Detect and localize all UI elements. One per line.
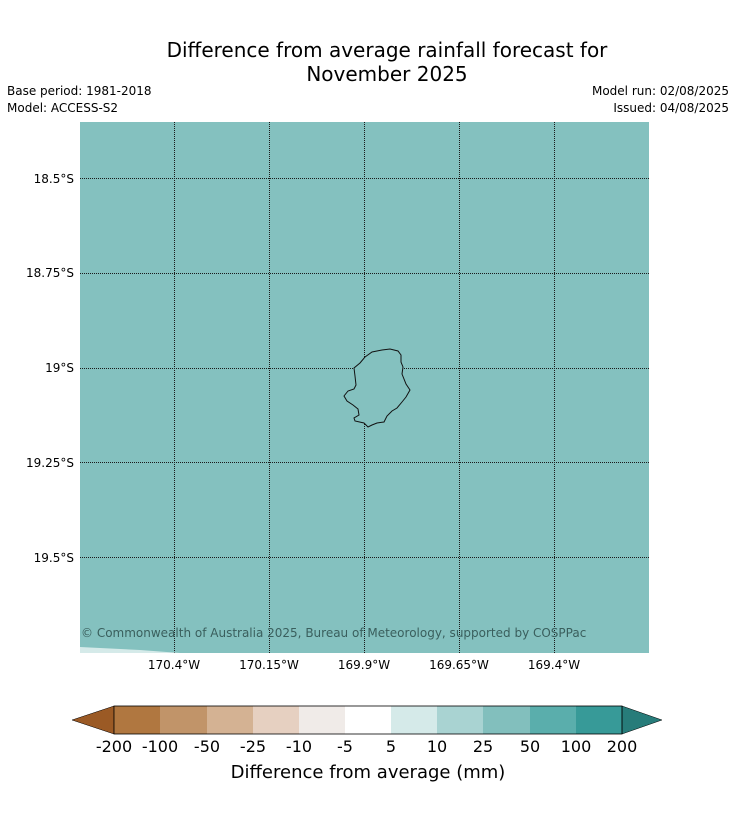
- colorbar-tick: 5: [385, 737, 397, 756]
- parallel-line: [80, 273, 649, 274]
- colorbar-tick: -50: [193, 737, 221, 756]
- niue-island-outline: [343, 348, 411, 428]
- colorbar-segment: [391, 706, 437, 734]
- title-line-1: Difference from average rainfall forecas…: [166, 38, 608, 62]
- colorbar-label: Difference from average (mm): [230, 762, 506, 783]
- meta-right: Model run: 02/08/2025 Issued: 04/08/2025: [592, 83, 729, 117]
- lon-label-169-4: 169.4°W: [527, 658, 581, 672]
- lon-label-169-65: 169.65°W: [429, 658, 489, 672]
- colorbar-segment: [114, 706, 160, 734]
- colorbar-tick: -200: [95, 737, 133, 756]
- model-run: Model run: 02/08/2025: [591, 84, 729, 98]
- colorbar-tick: -5: [337, 737, 353, 756]
- colorbar-segment: [576, 706, 622, 734]
- colorbar-tick: 50: [519, 737, 541, 756]
- meridian-line: [459, 122, 460, 653]
- lat-label-19: 19°S: [45, 361, 74, 375]
- lon-label-169-9: 169.9°W: [337, 658, 391, 672]
- colorbar-segment: [299, 706, 345, 734]
- base-period: Base period: 1981-2018: [7, 84, 152, 98]
- lat-label-18-5: 18.5°S: [33, 172, 74, 186]
- colorbar-segment: [530, 706, 576, 734]
- colorbar-segment: [483, 706, 530, 734]
- meta-left: Base period: 1981-2018 Model: ACCESS-S2: [7, 83, 152, 117]
- lon-label-170-4: 170.4°W: [147, 658, 201, 672]
- colorbar-segment-low-extend: [72, 705, 115, 735]
- colorbar-tick: 100: [560, 737, 592, 756]
- colorbar-tick: -10: [285, 737, 313, 756]
- parallel-line: [80, 462, 649, 463]
- colorbar-segment: [207, 706, 253, 734]
- colorbar-segment-high-extend: [621, 705, 663, 735]
- colorbar-segment: [437, 706, 483, 734]
- parallel-line: [80, 178, 649, 179]
- model-name: Model: ACCESS-S2: [7, 101, 119, 115]
- copyright-notice: © Commonwealth of Australia 2025, Bureau…: [81, 626, 587, 640]
- colorbar-tick: 10: [426, 737, 448, 756]
- map-area: [80, 122, 649, 653]
- lon-label-170-15: 170.15°W: [239, 658, 299, 672]
- meridian-line: [269, 122, 270, 653]
- colorbar-segment: [160, 706, 207, 734]
- colorbar-frame: [113, 705, 623, 735]
- colorbar-segment: [253, 706, 299, 734]
- colorbar-segment: [345, 706, 391, 734]
- lat-label-19-25: 19.25°S: [26, 456, 74, 470]
- lat-label-18-75: 18.75°S: [26, 266, 74, 280]
- meridian-line: [554, 122, 555, 653]
- parallel-line: [80, 557, 649, 558]
- colorbar-tick: 200: [606, 737, 638, 756]
- meridian-line: [174, 122, 175, 653]
- lat-label-19-5: 19.5°S: [33, 551, 74, 565]
- colorbar-tick: -25: [239, 737, 267, 756]
- map-title: Difference from average rainfall forecas…: [0, 38, 736, 86]
- issued-date: Issued: 04/08/2025: [613, 101, 729, 115]
- title-line-2: November 2025: [306, 62, 468, 86]
- colorbar-tick: 25: [472, 737, 494, 756]
- colorbar: [72, 705, 663, 735]
- map-corner-edge: [80, 647, 180, 653]
- colorbar-tick: -100: [141, 737, 179, 756]
